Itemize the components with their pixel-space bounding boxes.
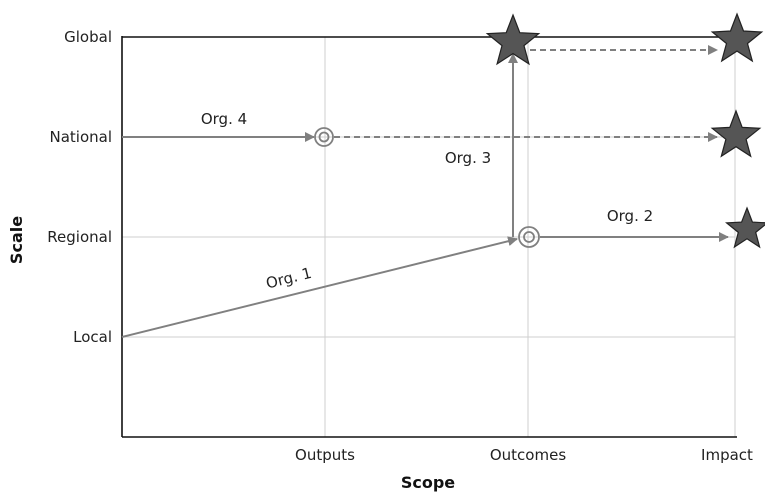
target-regional-outcomes [518, 226, 540, 248]
x-tick-outputs: Outputs [295, 446, 355, 464]
org1-arrow [121, 236, 518, 338]
x-tick-impact: Impact [701, 446, 753, 464]
org1-label: Org. 1 [264, 264, 313, 293]
y-axis-title: Scale [7, 216, 26, 264]
target-national-outputs [314, 127, 334, 147]
star-icon-regional-impact [725, 206, 765, 249]
star-icon-national-impact [710, 109, 762, 158]
star-icon-global-outcomes [485, 13, 541, 66]
star-icon-global-impact [710, 12, 764, 63]
x-tick-outcomes: Outcomes [490, 446, 566, 464]
org2-label: Org. 2 [607, 207, 653, 225]
y-tick-local: Local [73, 328, 112, 346]
org4-label: Org. 4 [201, 110, 247, 128]
axes [121, 36, 737, 438]
org3-label: Org. 3 [445, 149, 491, 167]
y-tick-global: Global [64, 28, 112, 46]
y-tick-regional: Regional [47, 228, 112, 246]
y-tick-national: National [49, 128, 112, 146]
x-axis-title: Scope [401, 473, 455, 492]
